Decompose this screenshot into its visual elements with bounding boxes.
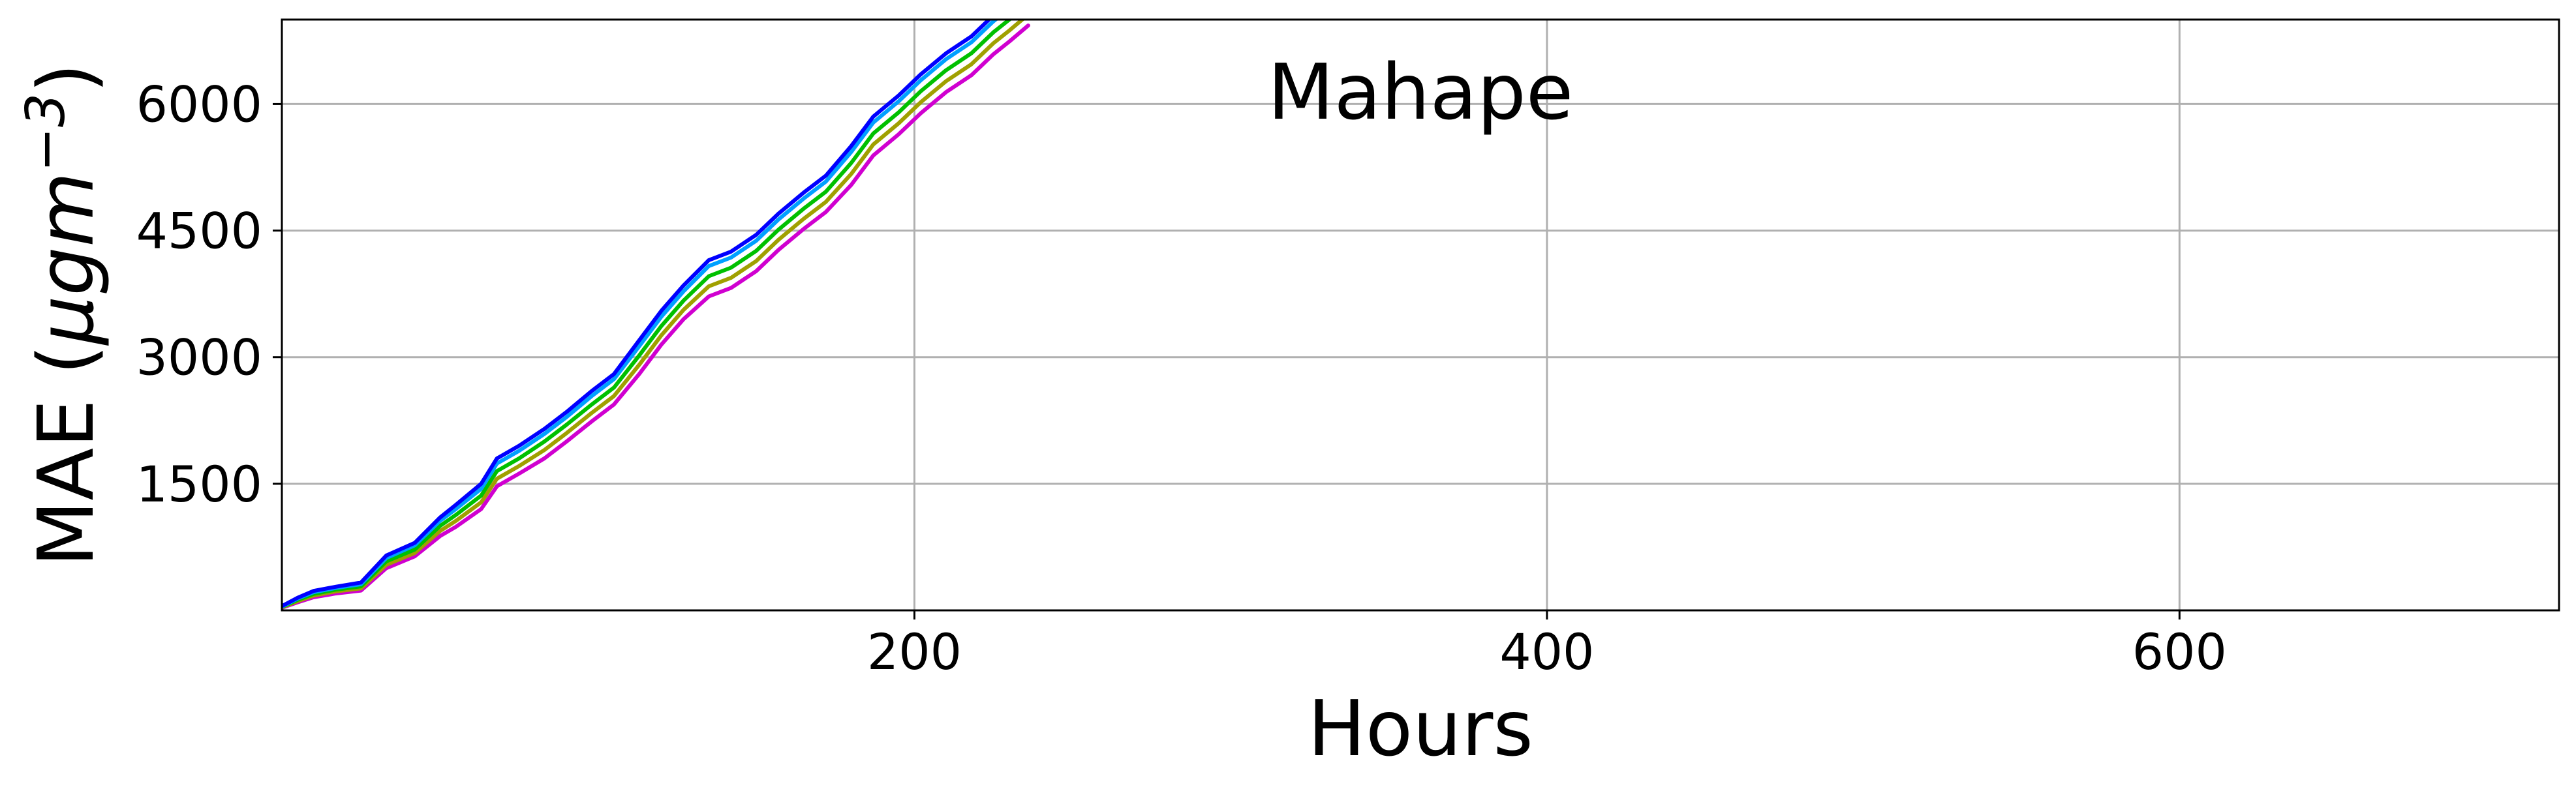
grid-lines xyxy=(282,20,2559,610)
x-tick-label: 600 xyxy=(2132,623,2227,681)
series-line xyxy=(282,20,1013,609)
series-line xyxy=(282,20,999,609)
x-axis-title: Hours xyxy=(1308,683,1533,773)
series-line xyxy=(282,20,1026,610)
x-tick-labels: 200 400 600 xyxy=(867,610,2227,681)
y-tick-labels: 1500 3000 4500 6000 xyxy=(136,75,282,513)
series-line xyxy=(282,23,1030,610)
x-tick-label: 200 xyxy=(867,623,962,681)
series-lines xyxy=(282,20,1030,610)
y-tick-label: 4500 xyxy=(136,202,262,260)
y-tick-label: 1500 xyxy=(136,455,262,513)
plot-frame xyxy=(281,18,2560,612)
series-line xyxy=(282,20,992,608)
y-axis-title-suffix: ) xyxy=(21,63,111,93)
y-axis-title: MAE (μgm−3) xyxy=(15,63,111,567)
x-tick-label: 400 xyxy=(1499,623,1594,681)
y-axis-title-exponent: −3 xyxy=(15,93,77,172)
y-tick-label: 3000 xyxy=(136,329,262,387)
y-axis-title-unit: μgm xyxy=(21,172,111,346)
y-axis-title-prefix: MAE ( xyxy=(21,345,111,567)
y-tick-label: 6000 xyxy=(136,75,262,133)
chart-title: Mahape xyxy=(1268,47,1574,137)
